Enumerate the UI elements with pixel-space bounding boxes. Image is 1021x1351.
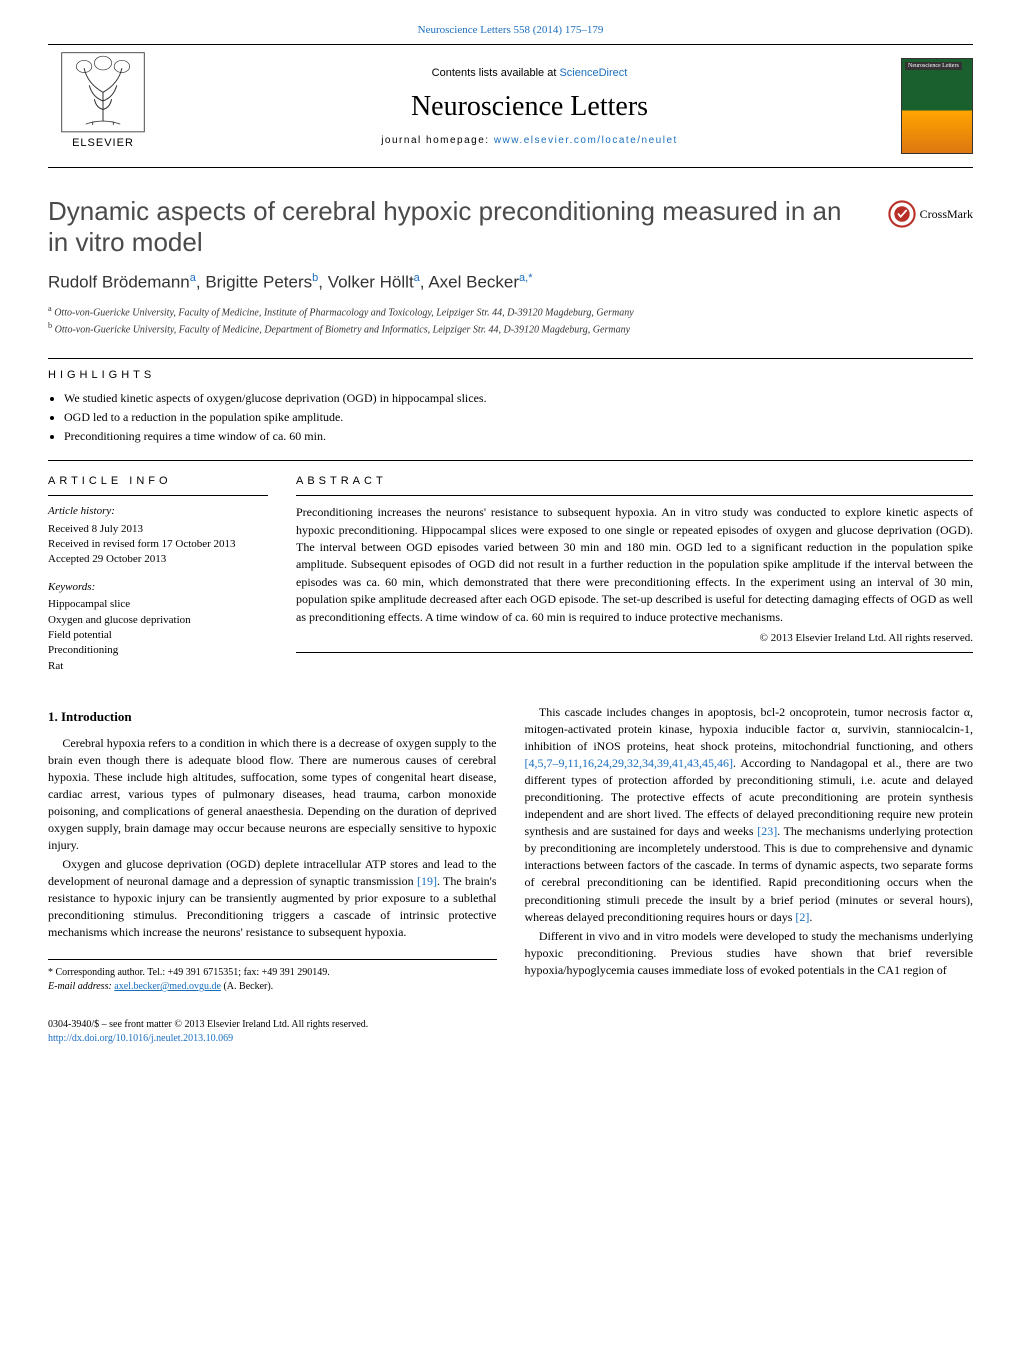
homepage-prefix: journal homepage: [381, 135, 494, 146]
intro-p4: Different in vivo and in vitro models we… [525, 928, 974, 979]
author: Brigitte Peters [205, 273, 312, 292]
cite-multi[interactable]: [4,5,7–9,11,16,24,29,32,34,39,41,43,45,4… [525, 756, 734, 770]
cite-19[interactable]: [19] [417, 874, 437, 888]
journal-cover-thumbnail: Neuroscience Letters [901, 58, 973, 154]
cite-2[interactable]: [2] [795, 910, 809, 924]
affiliation: a Otto-von-Guericke University, Faculty … [48, 303, 973, 320]
crossmark-label: CrossMark [920, 207, 973, 222]
author-aff-sup: a [414, 272, 420, 284]
elsevier-logo: ELSEVIER [48, 51, 158, 161]
author: Volker Höllt [328, 273, 414, 292]
intro-p2: Oxygen and glucose deprivation (OGD) dep… [48, 856, 497, 941]
contents-prefix: Contents lists available at [432, 67, 560, 79]
highlights-heading: HIGHLIGHTS [48, 369, 973, 381]
keyword-item: Field potential [48, 628, 268, 643]
history-label: Article history: [48, 504, 268, 519]
abstract-text: Preconditioning increases the neurons' r… [296, 504, 973, 626]
author-aff-sup: a [190, 272, 196, 284]
footer-doi-link[interactable]: http://dx.doi.org/10.1016/j.neulet.2013.… [48, 1033, 233, 1044]
keyword-item: Hippocampal slice [48, 597, 268, 612]
cite-23[interactable]: [23] [757, 824, 777, 838]
contents-lists-line: Contents lists available at ScienceDirec… [432, 67, 628, 79]
affiliation-list: a Otto-von-Guericke University, Faculty … [48, 303, 973, 338]
p3-d: . [809, 910, 812, 924]
journal-header: ELSEVIER Contents lists available at Sci… [48, 44, 973, 168]
cover-label: Neuroscience Letters [905, 62, 962, 70]
header-citation[interactable]: Neuroscience Letters 558 (2014) 175–179 [48, 24, 973, 36]
journal-title-block: Contents lists available at ScienceDirec… [158, 67, 901, 146]
author-list: Rudolf Brödemanna, Brigitte Petersb, Vol… [48, 272, 973, 293]
p3-c: . The mechanisms underlying protection b… [525, 824, 974, 923]
article-body: 1. Introduction Cerebral hypoxia refers … [48, 704, 973, 994]
highlight-item: Preconditioning requires a time window o… [64, 427, 973, 446]
history-item: Received in revised form 17 October 2013 [48, 537, 268, 552]
history-item: Received 8 July 2013 [48, 522, 268, 537]
journal-homepage-line: journal homepage: www.elsevier.com/locat… [381, 135, 678, 146]
footer-copyright: 0304-3940/$ – see front matter © 2013 El… [48, 1018, 973, 1032]
elsevier-tree-icon [58, 51, 148, 137]
email-label: E-mail address: [48, 981, 114, 992]
corresponding-author-footnote: * Corresponding author. Tel.: +49 391 67… [48, 959, 497, 994]
corr-email-link[interactable]: axel.becker@med.ovgu.de [114, 981, 221, 992]
crossmark-icon [888, 200, 916, 228]
article-info-heading: ARTICLE INFO [48, 475, 268, 487]
article-title: Dynamic aspects of cerebral hypoxic prec… [48, 196, 868, 258]
author-aff-sup: b [312, 272, 318, 284]
intro-p1: Cerebral hypoxia refers to a condition i… [48, 735, 497, 854]
sciencedirect-link[interactable]: ScienceDirect [559, 67, 627, 79]
separator [48, 358, 973, 359]
keywords-block: Keywords: Hippocampal sliceOxygen and gl… [48, 580, 268, 674]
author: Axel Becker [428, 273, 519, 292]
keyword-item: Preconditioning [48, 643, 268, 658]
crossmark-badge[interactable]: CrossMark [888, 200, 973, 228]
corr-suffix: (A. Becker). [221, 981, 273, 992]
abstract-copyright: © 2013 Elsevier Ireland Ltd. All rights … [296, 632, 973, 644]
history-item: Accepted 29 October 2013 [48, 552, 268, 567]
affiliation: b Otto-von-Guericke University, Faculty … [48, 320, 973, 337]
highlight-item: OGD led to a reduction in the population… [64, 408, 973, 427]
corr-tel-fax: * Corresponding author. Tel.: +49 391 67… [48, 966, 497, 980]
keyword-item: Rat [48, 659, 268, 674]
footer-block: 0304-3940/$ – see front matter © 2013 El… [48, 1018, 973, 1046]
keyword-item: Oxygen and glucose deprivation [48, 613, 268, 628]
highlight-item: We studied kinetic aspects of oxygen/glu… [64, 389, 973, 408]
intro-p3: This cascade includes changes in apoptos… [525, 704, 974, 925]
intro-heading: 1. Introduction [48, 708, 497, 726]
highlights-section: HIGHLIGHTS We studied kinetic aspects of… [48, 369, 973, 447]
journal-title: Neuroscience Letters [411, 91, 648, 123]
abstract-column: ABSTRACT Preconditioning increases the n… [296, 475, 973, 674]
elsevier-label: ELSEVIER [72, 137, 134, 149]
article-info-column: ARTICLE INFO Article history: Received 8… [48, 475, 268, 674]
keywords-label: Keywords: [48, 580, 268, 595]
journal-homepage-link[interactable]: www.elsevier.com/locate/neulet [494, 135, 678, 146]
author-aff-sup: a,* [519, 272, 532, 284]
abstract-heading: ABSTRACT [296, 475, 973, 487]
p3-a: This cascade includes changes in apoptos… [525, 705, 974, 753]
author: Rudolf Brödemann [48, 273, 190, 292]
